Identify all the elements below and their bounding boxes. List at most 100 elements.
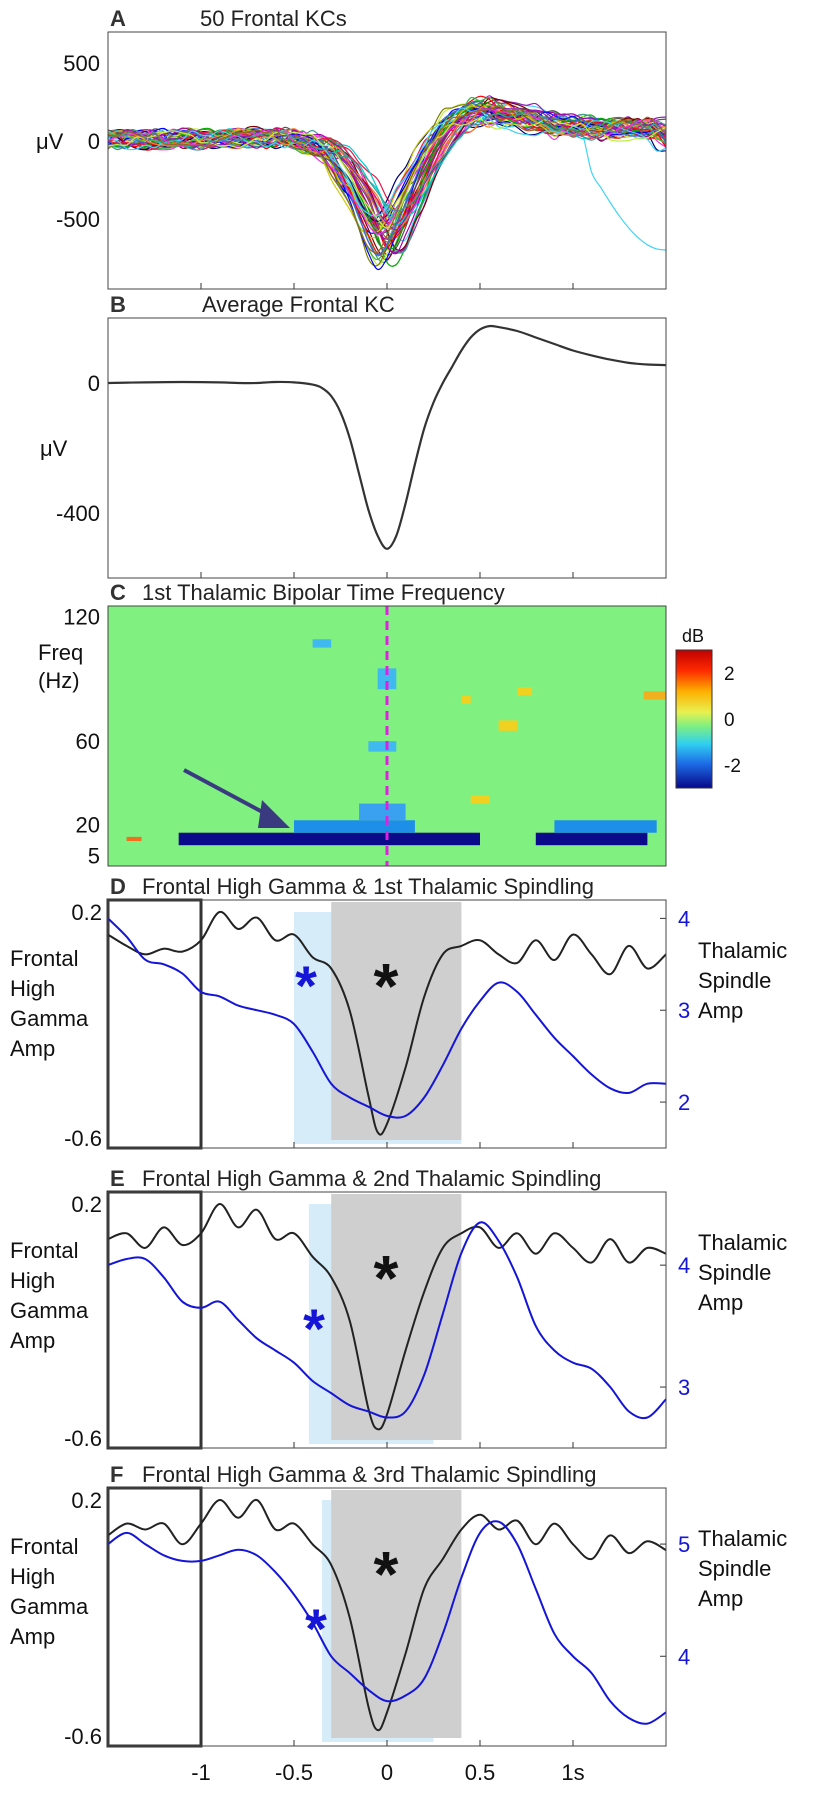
y-axis-label-line: Amp [10, 1036, 55, 1061]
plot-frame [107, 899, 667, 1149]
colorbar-tick-label: 0 [724, 710, 735, 731]
y2-tick-label: 4 [678, 1253, 690, 1278]
x-tick-label: -0.5 [275, 1760, 313, 1785]
y-axis-label-line: Gamma [10, 1298, 89, 1323]
panel-title: Frontal High Gamma & 2nd Thalamic Spindl… [142, 1166, 601, 1191]
y-axis-label: μV [36, 129, 64, 154]
kc-trace [107, 107, 667, 255]
kc-trace [107, 112, 667, 212]
y2-axis-label-line: Thalamic [698, 1230, 787, 1255]
panel-E: E Frontal High Gamma & 2nd Thalamic Spind… [10, 1166, 787, 1451]
y-axis-label-line: High [10, 1268, 55, 1293]
y-axis-label-line: Amp [10, 1624, 55, 1649]
colorbar-tick-label: -2 [724, 756, 741, 777]
x-tick-label: -1 [191, 1760, 211, 1785]
thalamic-spindle-line [107, 1520, 667, 1725]
colorbar-label: dB [682, 626, 704, 646]
heatmap-cell [498, 720, 518, 731]
panel-B: B Average Frontal KC 0 -400 μV [40, 292, 667, 579]
significance-asterisk-blue: * [305, 1597, 327, 1660]
heatmap-cell [377, 668, 397, 690]
heatmap-cell [126, 836, 142, 842]
panel-letter: C [110, 580, 126, 605]
y-axis-label-line: High [10, 1564, 55, 1589]
thalamic-spindle-line [107, 1221, 667, 1420]
colorbar-tick-label: 2 [724, 664, 735, 685]
panel-letter: F [110, 1462, 123, 1487]
heatmap-cell [461, 695, 471, 704]
y-tick-label: 120 [63, 604, 100, 629]
panel-title: Frontal High Gamma & 3rd Thalamic Spindl… [142, 1462, 596, 1487]
y-tick-label: 0 [88, 371, 100, 396]
y-axis-label-line: Amp [10, 1328, 55, 1353]
y-tick-label: -400 [56, 501, 100, 526]
heatmap-cell [368, 741, 397, 752]
y-tick-label: 0 [88, 129, 100, 154]
y-axis-label: Freq [38, 640, 83, 665]
high-gamma-line [107, 910, 667, 1136]
significance-asterisk-blue: * [295, 954, 317, 1017]
y2-tick-label: 4 [678, 906, 690, 931]
panel-title: Frontal High Gamma & 1st Thalamic Spindl… [142, 874, 594, 899]
y-tick-label: -500 [56, 207, 100, 232]
x-tick-label: 0.5 [465, 1760, 496, 1785]
y-tick-label: 0.2 [71, 1192, 102, 1217]
average-kc-line [107, 324, 667, 550]
colorbar [675, 649, 713, 789]
plot-frame [107, 1191, 667, 1449]
baseline-window [106, 898, 203, 1150]
significance-shade-gamma [331, 1194, 462, 1440]
arrow-shaft [183, 768, 269, 817]
y2-axis-label-line: Amp [698, 1290, 743, 1315]
y2-tick-label: 3 [678, 1375, 690, 1400]
x-tick-label: 1s [561, 1760, 584, 1785]
plot-frame [107, 605, 667, 867]
arrow-icon [258, 800, 290, 828]
heatmap-cell [294, 820, 415, 833]
y-axis-label: μV [40, 436, 68, 461]
kc-trace [107, 117, 667, 229]
panel-C: C 1st Thalamic Bipolar Time Frequency 120 6… [38, 580, 741, 869]
panel-title: 50 Frontal KCs [200, 6, 347, 31]
y-tick-label: 5 [88, 844, 100, 869]
y2-axis-label-line: Spindle [698, 1556, 771, 1581]
significance-asterisk-black: * [374, 1538, 399, 1610]
panel-letter: A [110, 6, 126, 31]
y-axis-label-line: Frontal [10, 1238, 78, 1263]
panel-D: D Frontal High Gamma & 1st Thalamic Spind… [10, 874, 787, 1151]
plot-frame [107, 317, 667, 579]
y2-axis-label-line: Spindle [698, 968, 771, 993]
panel-letter: D [110, 874, 126, 899]
thalamic-spindle-line [107, 917, 667, 1119]
y2-axis-label-line: Amp [698, 1586, 743, 1611]
y-tick-label: 0.2 [71, 1488, 102, 1513]
y-tick-label: 500 [63, 51, 100, 76]
y-tick-label: -0.6 [64, 1126, 102, 1151]
significance-asterisk-black: * [374, 1242, 399, 1314]
kc-trace [107, 104, 667, 231]
y-axis-label-line: High [10, 976, 55, 1001]
plot-frame [107, 1487, 667, 1747]
heatmap-cell [643, 691, 666, 700]
y-axis-label-line: Frontal [10, 946, 78, 971]
heatmap-cell [359, 803, 406, 821]
high-gamma-line [107, 1498, 667, 1732]
panel-F: F Frontal High Gamma & 3rd Thalamic Spind… [10, 1462, 787, 1785]
plot-frame [107, 31, 667, 290]
significance-asterisk-blue: * [303, 1297, 325, 1360]
y2-tick-label: 5 [678, 1532, 690, 1557]
panel-A: A 50 Frontal KCs 500 0 -500 μV [36, 6, 667, 290]
y2-tick-label: 4 [678, 1644, 690, 1669]
y-tick-label: 60 [76, 729, 100, 754]
y-tick-label: -0.6 [64, 1724, 102, 1749]
high-gamma-line [107, 1203, 667, 1431]
y-axis-label-line: Frontal [10, 1534, 78, 1559]
y2-tick-label: 3 [678, 998, 690, 1023]
heatmap-cell [517, 687, 533, 696]
heatmap-cell [312, 639, 332, 648]
y-axis-label-line: Gamma [10, 1006, 89, 1031]
y-tick-label: 0.2 [71, 900, 102, 925]
kc-trace [107, 102, 667, 250]
y-axis-label-line: Gamma [10, 1594, 89, 1619]
y2-axis-label-line: Amp [698, 998, 743, 1023]
